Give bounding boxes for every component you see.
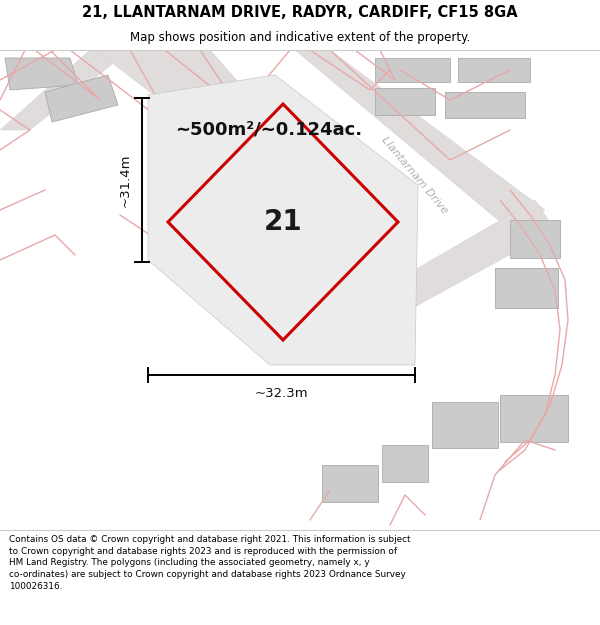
Polygon shape bbox=[95, 50, 370, 245]
Polygon shape bbox=[380, 200, 555, 315]
Polygon shape bbox=[45, 75, 118, 122]
Polygon shape bbox=[500, 395, 568, 442]
Polygon shape bbox=[375, 58, 450, 82]
Polygon shape bbox=[5, 58, 78, 90]
Polygon shape bbox=[322, 465, 378, 502]
Polygon shape bbox=[295, 50, 545, 230]
Text: 21, LLANTARNAM DRIVE, RADYR, CARDIFF, CF15 8GA: 21, LLANTARNAM DRIVE, RADYR, CARDIFF, CF… bbox=[82, 5, 518, 20]
Text: ~32.3m: ~32.3m bbox=[254, 387, 308, 400]
Polygon shape bbox=[432, 402, 498, 448]
Text: Contains OS data © Crown copyright and database right 2021. This information is : Contains OS data © Crown copyright and d… bbox=[9, 535, 410, 591]
Polygon shape bbox=[495, 268, 558, 308]
Text: 21: 21 bbox=[263, 208, 302, 236]
Polygon shape bbox=[510, 220, 560, 258]
Text: Map shows position and indicative extent of the property.: Map shows position and indicative extent… bbox=[130, 31, 470, 44]
Polygon shape bbox=[148, 75, 418, 365]
Text: Llantarnam Drive: Llantarnam Drive bbox=[380, 134, 450, 216]
Polygon shape bbox=[375, 88, 435, 115]
Text: ~500m²/~0.124ac.: ~500m²/~0.124ac. bbox=[175, 121, 362, 139]
Polygon shape bbox=[445, 92, 525, 118]
Polygon shape bbox=[0, 50, 130, 130]
Text: ~31.4m: ~31.4m bbox=[119, 153, 132, 207]
Polygon shape bbox=[458, 58, 530, 82]
Polygon shape bbox=[382, 445, 428, 482]
